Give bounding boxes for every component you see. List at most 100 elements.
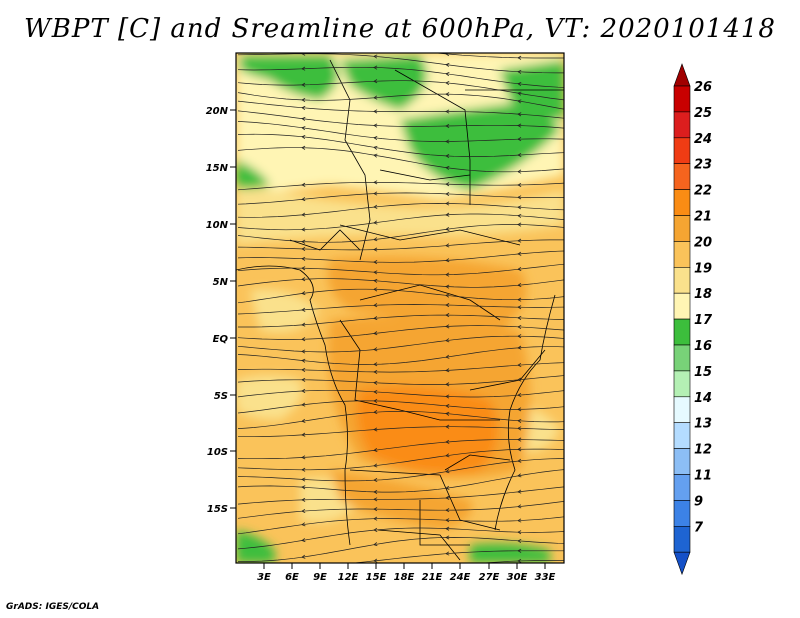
streamline-arrow — [517, 69, 522, 74]
streamline — [433, 53, 564, 59]
border-10 — [379, 169, 471, 181]
streamline-arrow — [517, 473, 522, 478]
streamline-arrow — [373, 109, 378, 114]
streamline-arrow — [373, 507, 378, 512]
streamline-arrow — [517, 377, 522, 382]
streamline-arrow — [301, 105, 306, 111]
colorbar-label: 25 — [694, 106, 712, 121]
streamline-arrow — [445, 526, 450, 531]
latitude-axis: 20N 15N 10N 5N EQ 5S 10S 15S — [206, 106, 236, 515]
streamline-arrow — [445, 92, 450, 97]
streamline-arrow — [517, 518, 522, 523]
streamline-arrow — [373, 463, 378, 468]
lon-tick-label: 15E — [366, 572, 387, 583]
streamline-arrow — [517, 222, 522, 227]
streamline-arrow — [445, 212, 450, 217]
streamline-arrow — [445, 272, 450, 277]
streamline-arrow — [446, 565, 449, 568]
streamline-arrow — [517, 407, 522, 412]
colorbar-label: 19 — [694, 261, 712, 276]
colorbar: 26 25 24 23 22 21 20 19 18 17 16 15 14 13 12 11 9 7 — [673, 63, 713, 576]
streamline-arrow — [301, 522, 306, 527]
streamline-arrow — [373, 516, 378, 521]
streamline-arrow — [301, 322, 306, 327]
streamline-arrow — [301, 538, 306, 543]
streamline-arrow — [517, 213, 522, 218]
colorbar-segment — [673, 396, 691, 423]
streamline-arrow — [373, 558, 378, 563]
colorbar-label: 7 — [694, 520, 704, 535]
field-zone-21-s — [330, 470, 472, 530]
streamline-arrow — [445, 182, 450, 187]
streamline-arrow — [517, 305, 522, 310]
streamline-arrow — [373, 316, 378, 321]
streamline-arrow — [517, 504, 522, 509]
lat-tick-label: 15N — [206, 163, 229, 174]
colorbar-label: 26 — [694, 80, 712, 95]
colorbar-label: 23 — [694, 158, 712, 173]
colorbar-segment — [673, 448, 691, 475]
streamline-arrow — [445, 62, 450, 67]
streamline-arrow — [445, 258, 450, 263]
streamline-arrow — [301, 349, 306, 354]
streamline-arrow — [301, 377, 306, 382]
border-12 — [444, 454, 511, 471]
streamline-arrow — [373, 527, 378, 532]
streamline-arrow — [373, 191, 378, 196]
streamline-arrow — [373, 123, 378, 128]
streamline-arrow — [445, 109, 450, 114]
map-frame — [235, 52, 565, 564]
streamline-arrow — [445, 508, 450, 513]
streamline-arrow — [373, 410, 378, 415]
colorbar-label: 22 — [694, 184, 712, 199]
lon-tick-label: 3E — [257, 572, 271, 583]
streamline-arrow — [445, 368, 450, 373]
streamline-arrow — [373, 542, 378, 547]
border-13 — [377, 529, 461, 561]
streamline-arrow — [301, 98, 306, 103]
streamline-arrow — [445, 324, 450, 329]
streamline-arrow — [373, 303, 378, 308]
streamline-arrow — [517, 530, 522, 535]
colorbar-segment — [673, 241, 691, 268]
streamline-arrow — [373, 180, 378, 185]
streamline-arrow — [302, 578, 305, 581]
field-zone-17-ne — [400, 100, 560, 190]
streamline-arrow — [517, 238, 522, 243]
longitude-axis: 3E 6E 9E 12E 15E 18E 21E 24E 27E 30E 33E — [257, 563, 556, 583]
streamline-arrow — [373, 260, 378, 265]
streamline-arrow — [517, 418, 522, 423]
streamline-arrow — [517, 55, 522, 60]
streamline-arrow — [373, 54, 378, 59]
streamline-arrow — [301, 291, 306, 296]
lon-tick-label: 18E — [394, 572, 415, 583]
field-zone-19-sw — [236, 375, 303, 420]
colorbar-segment — [673, 474, 691, 501]
streamline-arrow — [445, 382, 450, 387]
streamline-arrow — [445, 243, 450, 248]
border-1 — [329, 59, 371, 261]
streamline-arrow — [373, 389, 378, 394]
streamline-arrow — [445, 81, 450, 86]
lon-tick-label: 12E — [338, 572, 359, 583]
colorbar-label: 9 — [694, 494, 703, 509]
colorbar-segment — [673, 292, 691, 320]
streamline-arrow — [301, 418, 306, 423]
streamline-arrow — [301, 135, 306, 140]
streamline-arrow — [445, 53, 450, 57]
streamline-arrow — [445, 154, 450, 159]
streamline-arrow — [301, 467, 306, 472]
colorbar-label: 16 — [694, 339, 712, 354]
streamline-arrow — [517, 345, 522, 350]
coastline-west — [236, 265, 351, 546]
border-5 — [359, 284, 501, 321]
streamline-arrow — [445, 354, 450, 359]
streamline-arrow — [517, 99, 522, 104]
colorbar-segment — [673, 422, 691, 449]
border-4 — [339, 224, 521, 246]
colorbar-label: 20 — [694, 235, 712, 250]
streamline-arrow — [301, 455, 306, 460]
lat-tick-label: 10N — [206, 220, 229, 231]
streamline-arrow — [301, 82, 306, 87]
